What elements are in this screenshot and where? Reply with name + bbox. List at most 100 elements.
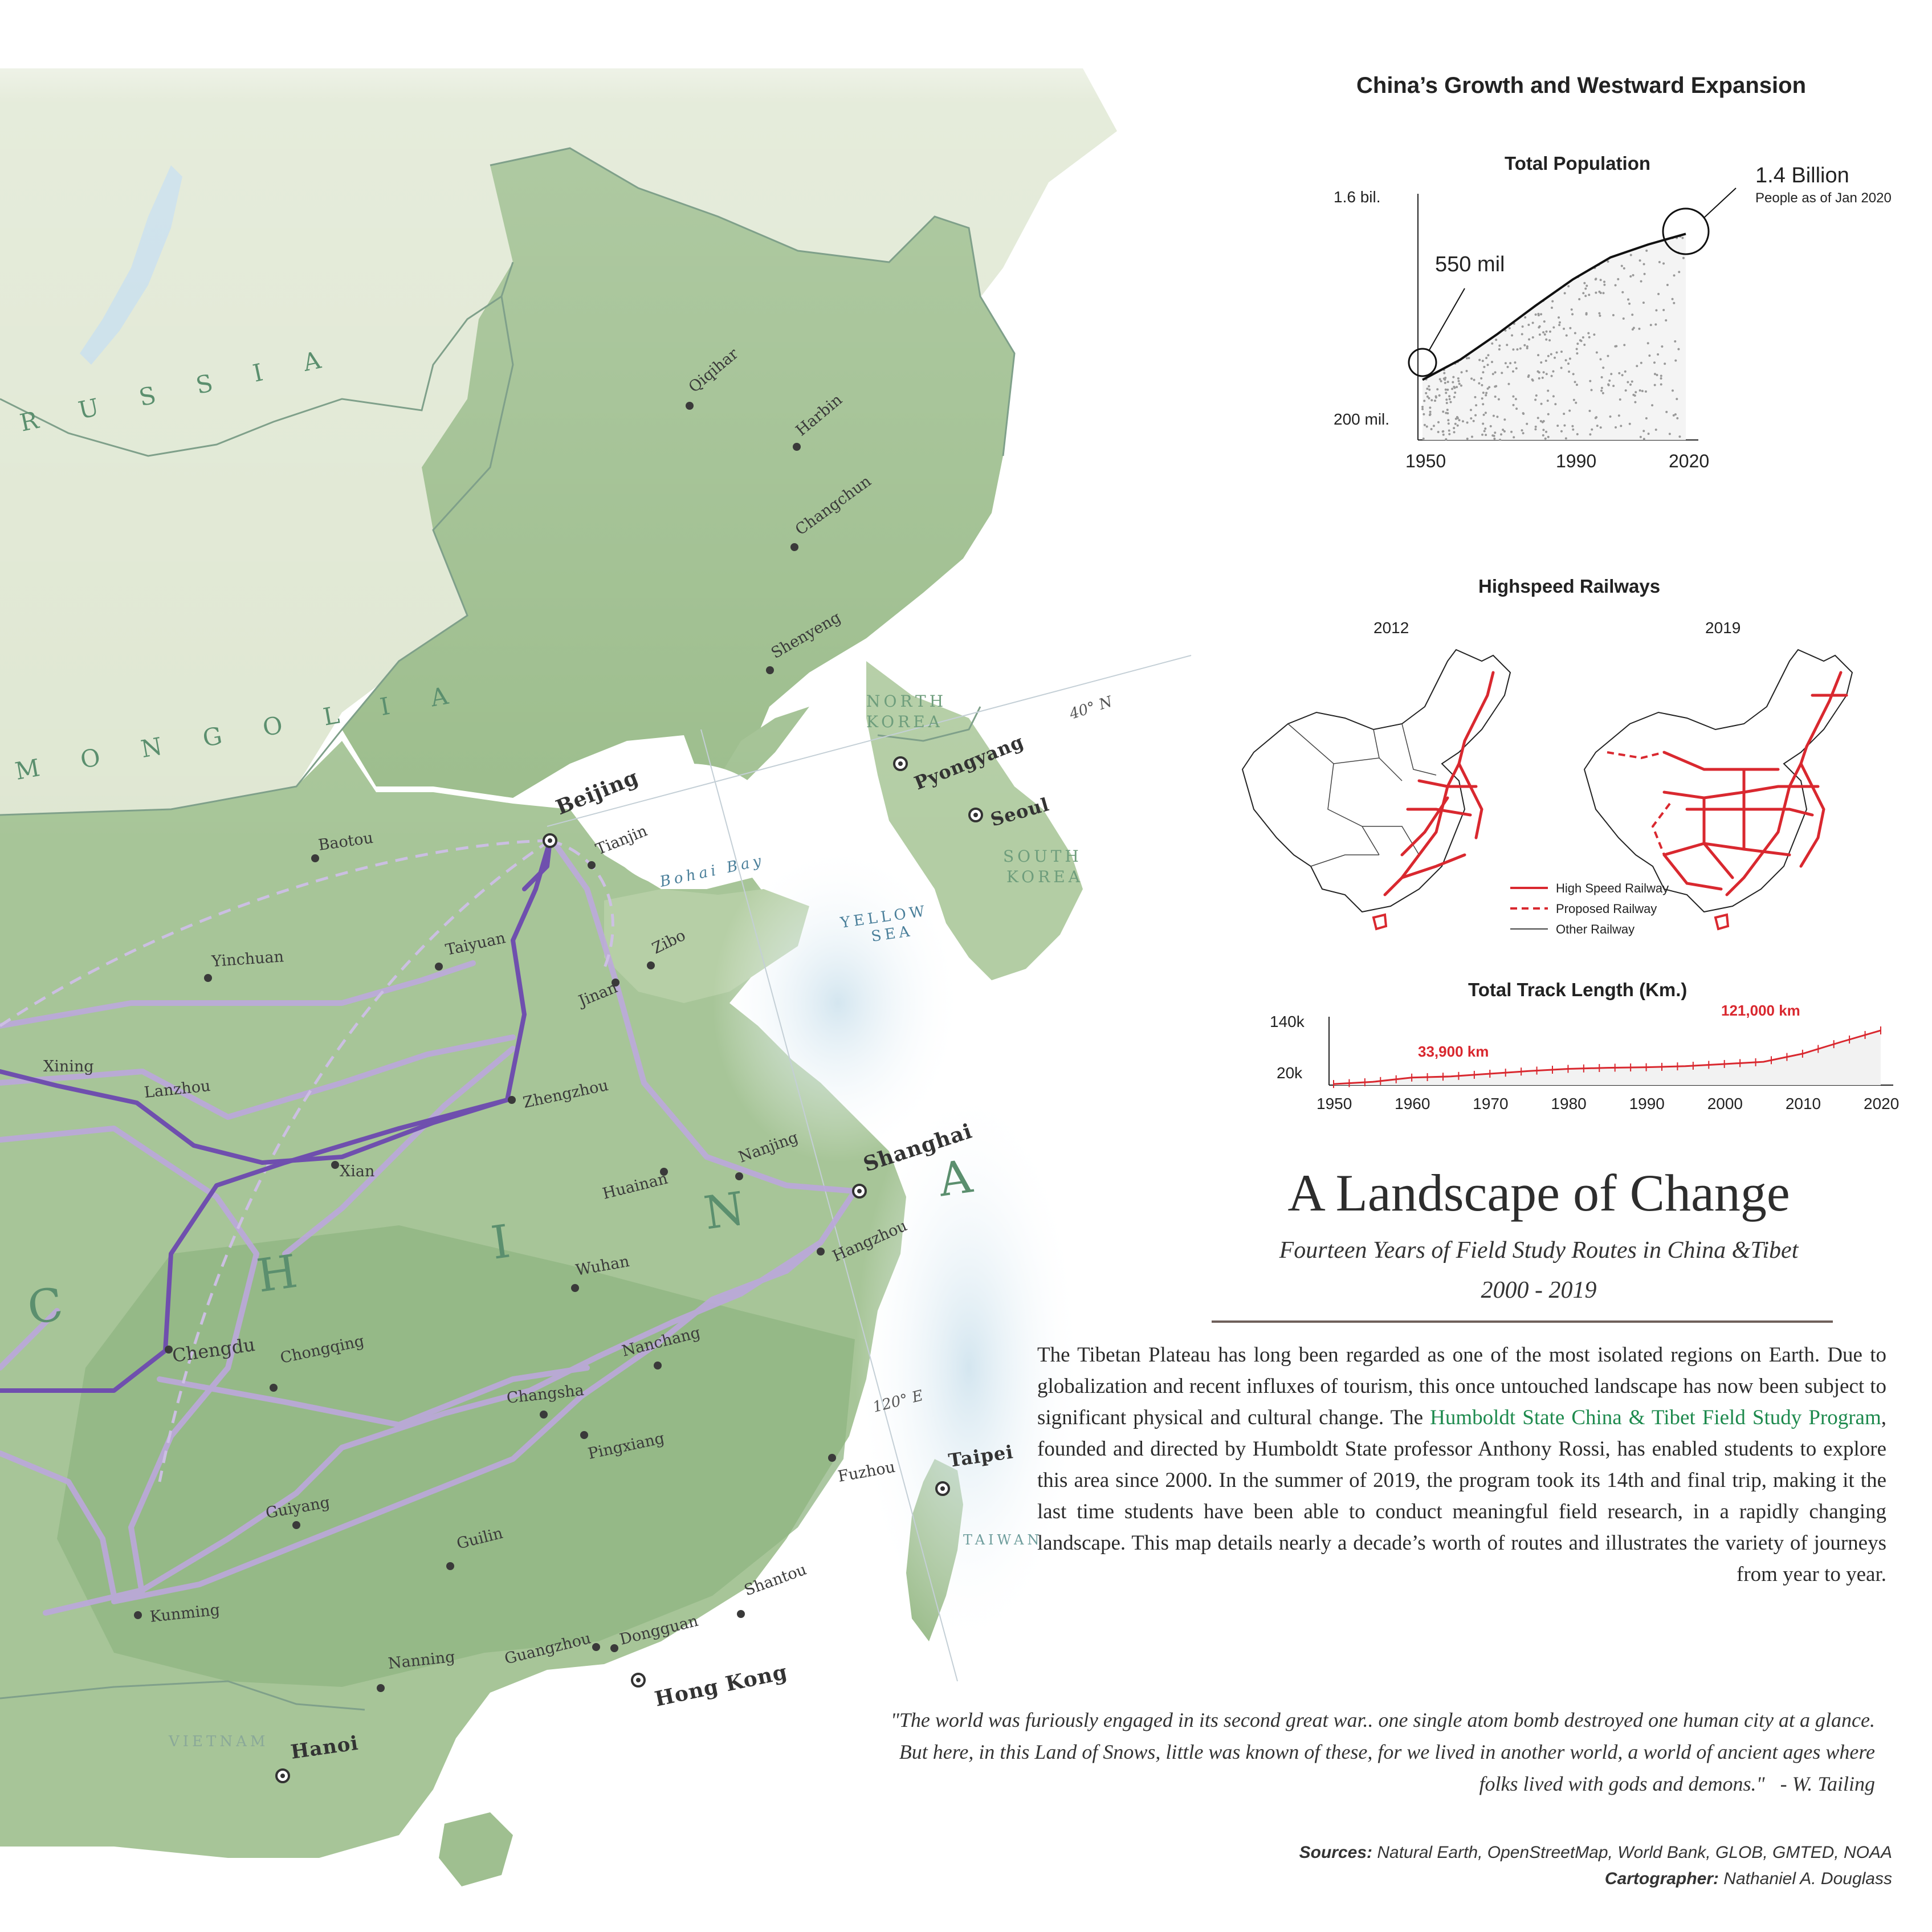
pop-stipple-dot (1537, 354, 1540, 357)
pop-stipple-dot (1595, 278, 1597, 280)
pop-stipple-dot (1673, 301, 1676, 304)
pop-stipple-dot (1564, 437, 1567, 440)
pop-stipple-dot (1588, 294, 1591, 296)
pop-stipple-dot (1660, 383, 1662, 386)
pop-stipple-dot (1574, 332, 1576, 335)
pop-stipple-dot (1619, 398, 1621, 401)
pop-stipple-dot (1551, 300, 1554, 303)
population-chart: 1.6 bil. 200 mil. 1950 1990 2020 550 mil 1… (1334, 165, 1892, 471)
pop-stipple-dot (1494, 371, 1497, 374)
pop-stipple-dot (1456, 415, 1458, 418)
pop-stipple-dot (1615, 345, 1618, 348)
pop-stipple-dot (1681, 237, 1684, 239)
pop-stipple-dot (1595, 351, 1598, 354)
pop-stipple-dot (1554, 356, 1556, 359)
sources-text: Natural Earth, OpenStreetMap, World Bank… (1372, 1843, 1892, 1862)
main-title: A Landscape of Change (1287, 1164, 1790, 1222)
pop-stipple-dot (1448, 398, 1451, 401)
pop-stipple-dot (1612, 385, 1615, 388)
border-korea (877, 706, 981, 742)
pop-stipple-dot (1442, 410, 1445, 413)
pop-stipple-dot (1460, 371, 1463, 374)
pop-stipple (1421, 235, 1685, 441)
pop-stipple-dot (1482, 422, 1485, 425)
track-x-tick-label: 1960 (1395, 1095, 1430, 1112)
pop-stipple-dot (1454, 392, 1457, 394)
pop-stipple-dot (1682, 256, 1685, 259)
pop-stipple-dot (1628, 302, 1631, 305)
pop-stipple-dot (1522, 432, 1525, 435)
pop-stipple-dot (1671, 297, 1674, 300)
pop-stipple-dot (1437, 421, 1440, 423)
pop-stipple-dot (1547, 354, 1550, 357)
pop-stipple-dot (1448, 433, 1451, 435)
pop-stipple-dot (1445, 411, 1448, 414)
pop-stipple-dot (1446, 388, 1449, 391)
pop-x-tick-label: 1950 (1405, 451, 1446, 471)
pop-stipple-dot (1482, 413, 1485, 416)
country-label-taiwan: TAIWAN (963, 1532, 1042, 1548)
pop-stipple-dot (1568, 357, 1571, 360)
pop-stipple-dot (1425, 392, 1428, 394)
pop-stipple-dot (1584, 295, 1587, 297)
land-south-hills (57, 1225, 855, 1687)
pop-stipple-dot (1641, 390, 1644, 393)
pop-stipple-dot (1521, 429, 1523, 432)
program-link[interactable]: Humboldt State China & Tibet Field Study… (1430, 1406, 1881, 1429)
pop-stipple-dot (1583, 282, 1586, 284)
pop-stipple-dot (1599, 358, 1602, 361)
title-divider (1212, 1320, 1833, 1323)
pop-stipple-dot (1538, 326, 1540, 329)
legend-hsr-label: High Speed Railway (1556, 881, 1669, 895)
pop-stipple-dot (1434, 400, 1437, 402)
pop-stipple-dot (1575, 348, 1578, 350)
province-lines-2012 (1287, 723, 1437, 867)
country-label-south-korea-1: SOUTH (1003, 847, 1082, 866)
pop-stipple-dot (1660, 377, 1662, 380)
pop-stipple-dot (1470, 377, 1473, 380)
pop-stipple-dot (1620, 425, 1623, 427)
pop-stipple-dot (1656, 374, 1658, 377)
pop-stipple-dot (1587, 332, 1590, 335)
pop-stipple-dot (1474, 414, 1477, 417)
hainan-2019 (1714, 913, 1730, 931)
pop-stipple-dot (1602, 366, 1605, 369)
pop-stipple-dot (1576, 433, 1579, 435)
pop-stipple-dot (1493, 437, 1496, 440)
railways-year-left: 2012 (1373, 619, 1409, 637)
pop-stipple-dot (1647, 433, 1650, 435)
pop-stipple-dot (1600, 389, 1603, 392)
pop-stipple-dot (1534, 425, 1537, 428)
pop-stipple-dot (1570, 308, 1573, 311)
pop-stipple-dot (1502, 429, 1505, 431)
body-paragraph: The Tibetan Plateau has long been regard… (1037, 1339, 1886, 1590)
pop-stipple-dot (1508, 327, 1511, 329)
pop-stipple-dot (1491, 373, 1494, 376)
cartographer-label: Cartographer: (1604, 1869, 1719, 1888)
sources-label: Sources: (1299, 1843, 1373, 1862)
pop-stipple-dot (1540, 402, 1543, 405)
pop-stipple-dot (1541, 376, 1544, 379)
pop-stipple-dot (1578, 297, 1581, 300)
pop-stipple-dot (1484, 411, 1487, 414)
pop-stipple-dot (1584, 287, 1587, 290)
track-x-tick-label: 2000 (1707, 1095, 1743, 1112)
pop-stipple-dot (1576, 352, 1579, 355)
pop-stipple-dot (1447, 422, 1450, 425)
pop-stipple-dot (1558, 316, 1560, 319)
pop-stipple-dot (1452, 381, 1454, 384)
pop-stipple-dot (1480, 377, 1483, 380)
pop-stipple-dot (1550, 307, 1553, 309)
pop-stipple-dot (1665, 319, 1668, 322)
pop-stipple-dot (1676, 398, 1678, 401)
routes-dark (0, 838, 552, 1393)
pop-stipple-dot (1512, 370, 1515, 373)
pop-stipple-dot (1481, 384, 1483, 386)
pop-stipple-dot (1664, 362, 1666, 365)
border-vietnam (0, 1680, 365, 1711)
pop-stipple-dot (1642, 438, 1645, 441)
border-china-russia-ne (490, 147, 1016, 456)
pop-stipple-dot (1542, 419, 1545, 422)
pop-stipple-dot (1661, 345, 1664, 348)
